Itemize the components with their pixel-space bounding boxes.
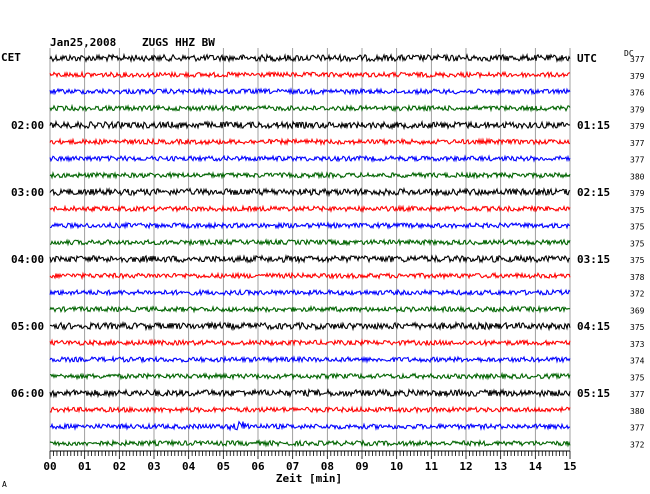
trace-3 [49, 103, 571, 113]
dc-value: 379 [630, 189, 645, 198]
dc-value: 378 [630, 273, 645, 282]
trace-23 [49, 438, 571, 448]
dc-value: 377 [630, 139, 645, 148]
trace-4 [49, 119, 571, 131]
hour-labels: 377 379 376 379 379 377 377 380 379 375 375 375 375 3… [11, 52, 645, 449]
dc-value: 377 [630, 390, 645, 399]
x-tick-label: 12 [459, 460, 472, 473]
dc-value: 380 [630, 407, 645, 416]
dc-value: 377 [630, 424, 645, 433]
cet-hour-label: 02:00 [11, 119, 44, 132]
utc-hour-label: 02:15 [577, 186, 610, 199]
left-timezone-label: CET [1, 51, 21, 64]
trace-8 [49, 186, 571, 198]
dc-value: 375 [630, 223, 645, 232]
dc-value: 375 [630, 373, 645, 382]
trace-1 [49, 70, 571, 80]
trace-12 [49, 254, 571, 265]
dc-value: 375 [630, 239, 645, 248]
dc-value: 375 [630, 256, 645, 265]
x-axis-label: Zeit [min] [276, 472, 342, 485]
x-tick-label: 09 [355, 460, 368, 473]
trace-11 [49, 237, 571, 247]
trace-18 [49, 355, 571, 364]
trace-20 [49, 387, 571, 399]
trace-19 [49, 371, 571, 381]
dc-value: 377 [630, 55, 645, 64]
trace-22 [49, 420, 571, 432]
trace-15 [49, 304, 571, 314]
x-tick-label: 01 [78, 460, 92, 473]
dc-value: 379 [630, 122, 645, 131]
x-tick-label: 04 [182, 460, 196, 473]
x-tick-label: 00 [43, 460, 56, 473]
cet-hour-label: 06:00 [11, 387, 44, 400]
grid-lines [49, 48, 571, 451]
cet-hour-label: 05:00 [11, 320, 44, 333]
utc-hour-label: 01:15 [577, 119, 610, 132]
dc-value: 376 [630, 89, 645, 98]
dc-value: 380 [630, 172, 645, 181]
trace-13 [49, 271, 571, 281]
dc-value: 373 [630, 340, 645, 349]
date-label: Jan25,2008 [50, 36, 116, 49]
dc-value: 372 [630, 440, 645, 449]
dc-value: 374 [630, 357, 645, 366]
x-tick-label: 05 [217, 460, 230, 473]
x-tick-label: 08 [321, 460, 334, 473]
x-tick-label: 07 [286, 460, 299, 473]
x-tick-label: 03 [147, 460, 160, 473]
trace-14 [49, 288, 571, 297]
trace-17 [49, 338, 571, 348]
cet-hour-label: 03:00 [11, 186, 44, 199]
x-tick-label: 11 [425, 460, 439, 473]
trace-0 [49, 52, 571, 64]
trace-2 [49, 87, 571, 96]
dc-value: 375 [630, 323, 645, 332]
trace-9 [49, 204, 571, 214]
utc-hour-label: 03:15 [577, 253, 610, 266]
corner-mark: A [2, 480, 7, 489]
x-tick-label: 10 [390, 460, 403, 473]
x-axis: 00 01 02 03 04 05 06 07 08 09 10 11 12 13 14 15 [43, 450, 577, 473]
trace-21 [49, 405, 571, 415]
x-tick-label: 15 [563, 460, 576, 473]
dc-header-label: DC [624, 49, 634, 58]
dc-value: 372 [630, 290, 645, 299]
trace-5 [49, 137, 571, 147]
x-tick-label: 13 [494, 460, 507, 473]
utc-hour-label: 04:15 [577, 320, 610, 333]
cet-hour-label: 04:00 [11, 253, 44, 266]
dc-value: 379 [630, 72, 645, 81]
station-label: ZUGS HHZ BW [142, 36, 215, 49]
traces [49, 52, 571, 448]
utc-hour-label: UTC [577, 52, 597, 65]
dc-value: 379 [630, 105, 645, 114]
dc-value: 375 [630, 206, 645, 215]
dc-value: 377 [630, 156, 645, 165]
x-tick-label: 14 [529, 460, 543, 473]
dc-value: 369 [630, 306, 645, 315]
utc-hour-label: 05:15 [577, 387, 610, 400]
trace-16 [49, 320, 571, 332]
trace-7 [49, 170, 571, 180]
x-tick-label: 02 [113, 460, 126, 473]
trace-6 [49, 154, 571, 163]
x-tick-label: 06 [251, 460, 265, 473]
trace-10 [49, 221, 571, 230]
